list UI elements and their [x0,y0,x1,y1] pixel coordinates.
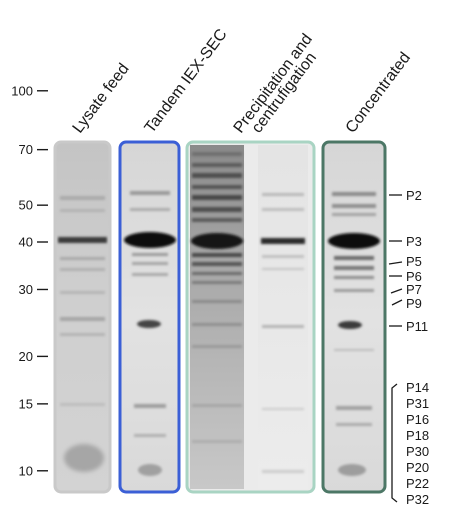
lane-tandem [118,140,181,494]
precipitation-bands-right [261,193,305,473]
annotation-tick-p7 [390,288,403,294]
lane-precipitation [185,140,316,494]
mw-label-100: 100 [11,83,33,98]
lane-label-concentrated: Concentrated [343,49,414,136]
lane-border-tandem [118,140,181,494]
bracket-group: P14 P31 P16 P18 P30 P20 P22 P32 [391,380,429,507]
lane-concentrated [321,140,387,494]
bracket-label-p16: P16 [406,412,429,427]
band-annotations: P2 P3 P5 P6 P7 P9 P11 [388,188,428,334]
bracket-label-p20: P20 [406,460,429,475]
annotation-tick-p5 [388,261,403,265]
mw-label-15: 15 [19,396,33,411]
lane-border-precipitation [185,140,316,494]
lysate-bands [58,196,107,406]
bracket-label-p31: P31 [406,396,429,411]
concentrated-bands [328,192,380,476]
bracket-line [391,383,398,503]
mw-label-30: 30 [19,282,33,297]
band-label-p7: P7 [406,282,422,297]
band-label-p9: P9 [406,296,422,311]
precipitation-bands-left [191,152,243,443]
lane-labels: Lysate feed Tandem IEX-SEC Precipitation… [70,26,414,136]
lane-border-lysate [53,140,112,494]
band-label-p11: P11 [406,319,428,334]
mw-label-20: 20 [19,349,33,364]
mw-label-50: 50 [19,198,33,213]
lane-border-concentrated [321,140,387,494]
band-label-p3: P3 [406,234,422,249]
bracket-label-p32: P32 [406,492,429,507]
bracket-label-p18: P18 [406,428,429,443]
lane-lysate [53,140,112,494]
band-label-p6: P6 [406,269,422,284]
annotation-tick-p9 [391,299,403,306]
mw-label-40: 40 [19,235,33,250]
bracket-label-p22: P22 [406,476,429,491]
band-label-p5: P5 [406,254,422,269]
bracket-label-p14: P14 [406,380,429,395]
lane-label-lysate: Lysate feed [70,61,133,137]
bracket-label-p30: P30 [406,444,429,459]
mw-ladder: 20010070504030201510 [11,83,48,478]
mw-label-10: 10 [19,463,33,478]
mw-label-70: 70 [19,142,33,157]
band-label-p2: P2 [406,188,422,203]
tandem-bands [124,191,176,476]
lane-label-tandem: Tandem IEX-SEC [142,26,231,136]
gel-lanes [53,140,387,494]
